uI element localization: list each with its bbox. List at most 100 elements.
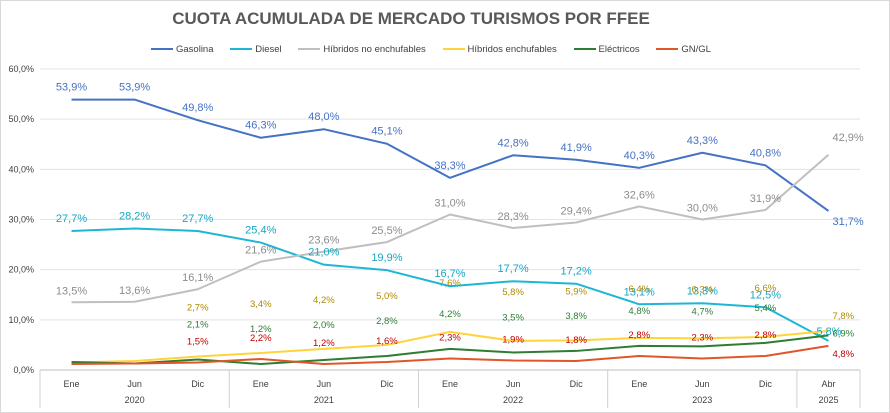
data-label-gn-gl: 1,2% — [313, 338, 335, 349]
legend-item: Diesel — [230, 41, 282, 57]
data-label-h-bridos-enchufables: 3,4% — [250, 299, 272, 310]
data-label-h-bridos-enchufables: 5,0% — [376, 291, 398, 302]
legend-item: Híbridos enchufables — [442, 41, 557, 57]
y-tick-label: 50,0% — [8, 114, 34, 124]
x-tick-label: Dic — [191, 379, 204, 389]
data-label-gn-gl: 2,3% — [691, 332, 713, 343]
data-label-h-bridos-enchufables: 7,8% — [832, 311, 854, 322]
data-label-h-bridos-no-enchufables: 32,6% — [624, 189, 655, 201]
data-label-gasolina: 53,9% — [56, 82, 87, 94]
data-label-gasolina: 40,8% — [750, 147, 781, 159]
legend-swatch — [151, 48, 173, 50]
legend-label: GN/GL — [681, 43, 711, 55]
data-label-gn-gl: 1,6% — [376, 336, 398, 347]
year-group-label: 2023 — [692, 395, 712, 405]
x-tick-label: Abr — [821, 379, 835, 389]
data-label-gasolina: 38,3% — [434, 160, 465, 172]
legend-swatch — [656, 48, 679, 50]
data-label-h-bridos-enchufables: 4,2% — [313, 295, 335, 306]
data-label-h-bridos-no-enchufables: 16,1% — [182, 272, 213, 284]
data-label-h-bridos-no-enchufables: 13,6% — [119, 285, 150, 297]
data-label-h-bridos-no-enchufables: 31,0% — [434, 197, 465, 209]
x-tick-label: Ene — [631, 379, 647, 389]
y-tick-label: 10,0% — [8, 315, 34, 325]
data-label-diesel: 16,7% — [434, 268, 465, 280]
x-tick-label: Ene — [253, 379, 269, 389]
data-label-diesel: 13,1% — [624, 286, 655, 298]
data-label-gasolina: 45,1% — [371, 126, 402, 138]
data-label-gasolina: 40,3% — [624, 150, 655, 162]
data-label-el-ctricos: 1,2% — [250, 324, 272, 335]
data-label-diesel: 27,7% — [182, 213, 213, 225]
data-label-diesel: 13,3% — [687, 285, 718, 297]
data-labels: 53,9% 53,9% 49,8% 46,3% 48,0% 45,1% 38,3% 42,8%… — [56, 82, 864, 360]
x-tick-label: Ene — [64, 379, 80, 389]
data-label-gn-gl: 2,8% — [755, 330, 777, 341]
x-tick-label: Dic — [759, 379, 772, 389]
data-label-gn-gl: 1,9% — [502, 334, 524, 345]
chart-legend: Gasolina Diesel Híbridos no enchufables Híb… — [151, 41, 711, 57]
data-label-el-ctricos: 4,8% — [628, 306, 650, 317]
legend-label: Híbridos no enchufables — [323, 43, 426, 55]
data-label-diesel: 5,8% — [816, 326, 841, 338]
chart-title: CUOTA ACUMULADA DE MERCADO TURISMOS POR … — [172, 9, 650, 28]
data-label-el-ctricos: 2,0% — [313, 320, 335, 331]
gridlines — [40, 68, 860, 371]
legend-item: Híbridos no enchufables — [298, 41, 426, 57]
series-line-gasolina — [71, 98, 830, 212]
legend-swatch — [298, 48, 321, 50]
legend-item: Gasolina — [151, 41, 214, 57]
x-tick-label: Jun — [695, 379, 710, 389]
y-tick-label: 20,0% — [8, 265, 34, 275]
data-label-gasolina: 31,7% — [832, 216, 863, 228]
data-label-h-bridos-enchufables: 7,6% — [439, 278, 461, 289]
series-line-h-bridos-no-enchufables — [71, 154, 830, 304]
data-label-gasolina: 49,8% — [182, 102, 213, 114]
data-label-el-ctricos: 2,8% — [376, 316, 398, 327]
data-label-diesel: 12,5% — [750, 289, 781, 301]
legend-item: GN/GL — [656, 41, 711, 57]
data-label-diesel: 17,7% — [497, 263, 528, 275]
data-label-diesel: 27,7% — [56, 213, 87, 225]
data-label-diesel: 21,0% — [308, 247, 339, 259]
x-axis: Ene Jun Dic Ene Jun Dic Ene Jun Dic Ene Jun Dic Abr 2… — [39, 369, 861, 408]
series-lines — [71, 98, 830, 365]
data-label-h-bridos-no-enchufables: 13,5% — [56, 285, 87, 297]
data-label-gn-gl: 2,3% — [439, 332, 461, 343]
data-label-el-ctricos: 4,7% — [691, 306, 713, 317]
data-label-gasolina: 48,0% — [308, 111, 339, 123]
data-label-h-bridos-no-enchufables: 42,9% — [832, 132, 863, 144]
x-tick-label: Ene — [442, 379, 458, 389]
data-label-diesel: 25,4% — [245, 225, 276, 237]
data-label-h-bridos-enchufables: 6,6% — [755, 283, 777, 294]
data-label-el-ctricos: 6,9% — [832, 328, 854, 339]
data-label-h-bridos-enchufables: 5,8% — [502, 287, 524, 298]
x-tick-label: Jun — [127, 379, 142, 389]
legend-swatch — [573, 48, 596, 50]
data-label-h-bridos-enchufables: 6,3% — [691, 284, 713, 295]
year-group-label: 2021 — [314, 395, 334, 405]
year-group-label: 2022 — [503, 395, 523, 405]
x-tick-label: Dic — [570, 379, 583, 389]
data-label-h-bridos-enchufables: 6,4% — [628, 284, 650, 295]
data-label-gasolina: 53,9% — [119, 82, 150, 94]
data-label-h-bridos-no-enchufables: 21,6% — [245, 245, 276, 257]
legend-label: Gasolina — [176, 43, 214, 55]
y-tick-label: 60,0% — [8, 64, 34, 74]
data-label-h-bridos-no-enchufables: 31,9% — [750, 193, 781, 205]
legend-swatch — [442, 48, 465, 50]
data-label-h-bridos-enchufables: 2,7% — [187, 302, 209, 313]
legend-label: Diesel — [255, 43, 282, 55]
data-label-h-bridos-no-enchufables: 28,3% — [497, 211, 528, 223]
data-label-gn-gl: 2,8% — [628, 330, 650, 341]
data-label-gn-gl: 1,8% — [565, 335, 587, 346]
data-label-h-bridos-no-enchufables: 25,5% — [371, 225, 402, 237]
data-label-gasolina: 41,9% — [561, 142, 592, 154]
series-line-gn-gl — [71, 344, 829, 365]
data-label-h-bridos-no-enchufables: 30,0% — [687, 203, 718, 215]
year-group-label: 2025 — [818, 395, 838, 405]
data-label-el-ctricos: 2,1% — [187, 319, 209, 330]
data-label-el-ctricos: 3,8% — [565, 311, 587, 322]
y-tick-label: 0,0% — [13, 365, 34, 375]
